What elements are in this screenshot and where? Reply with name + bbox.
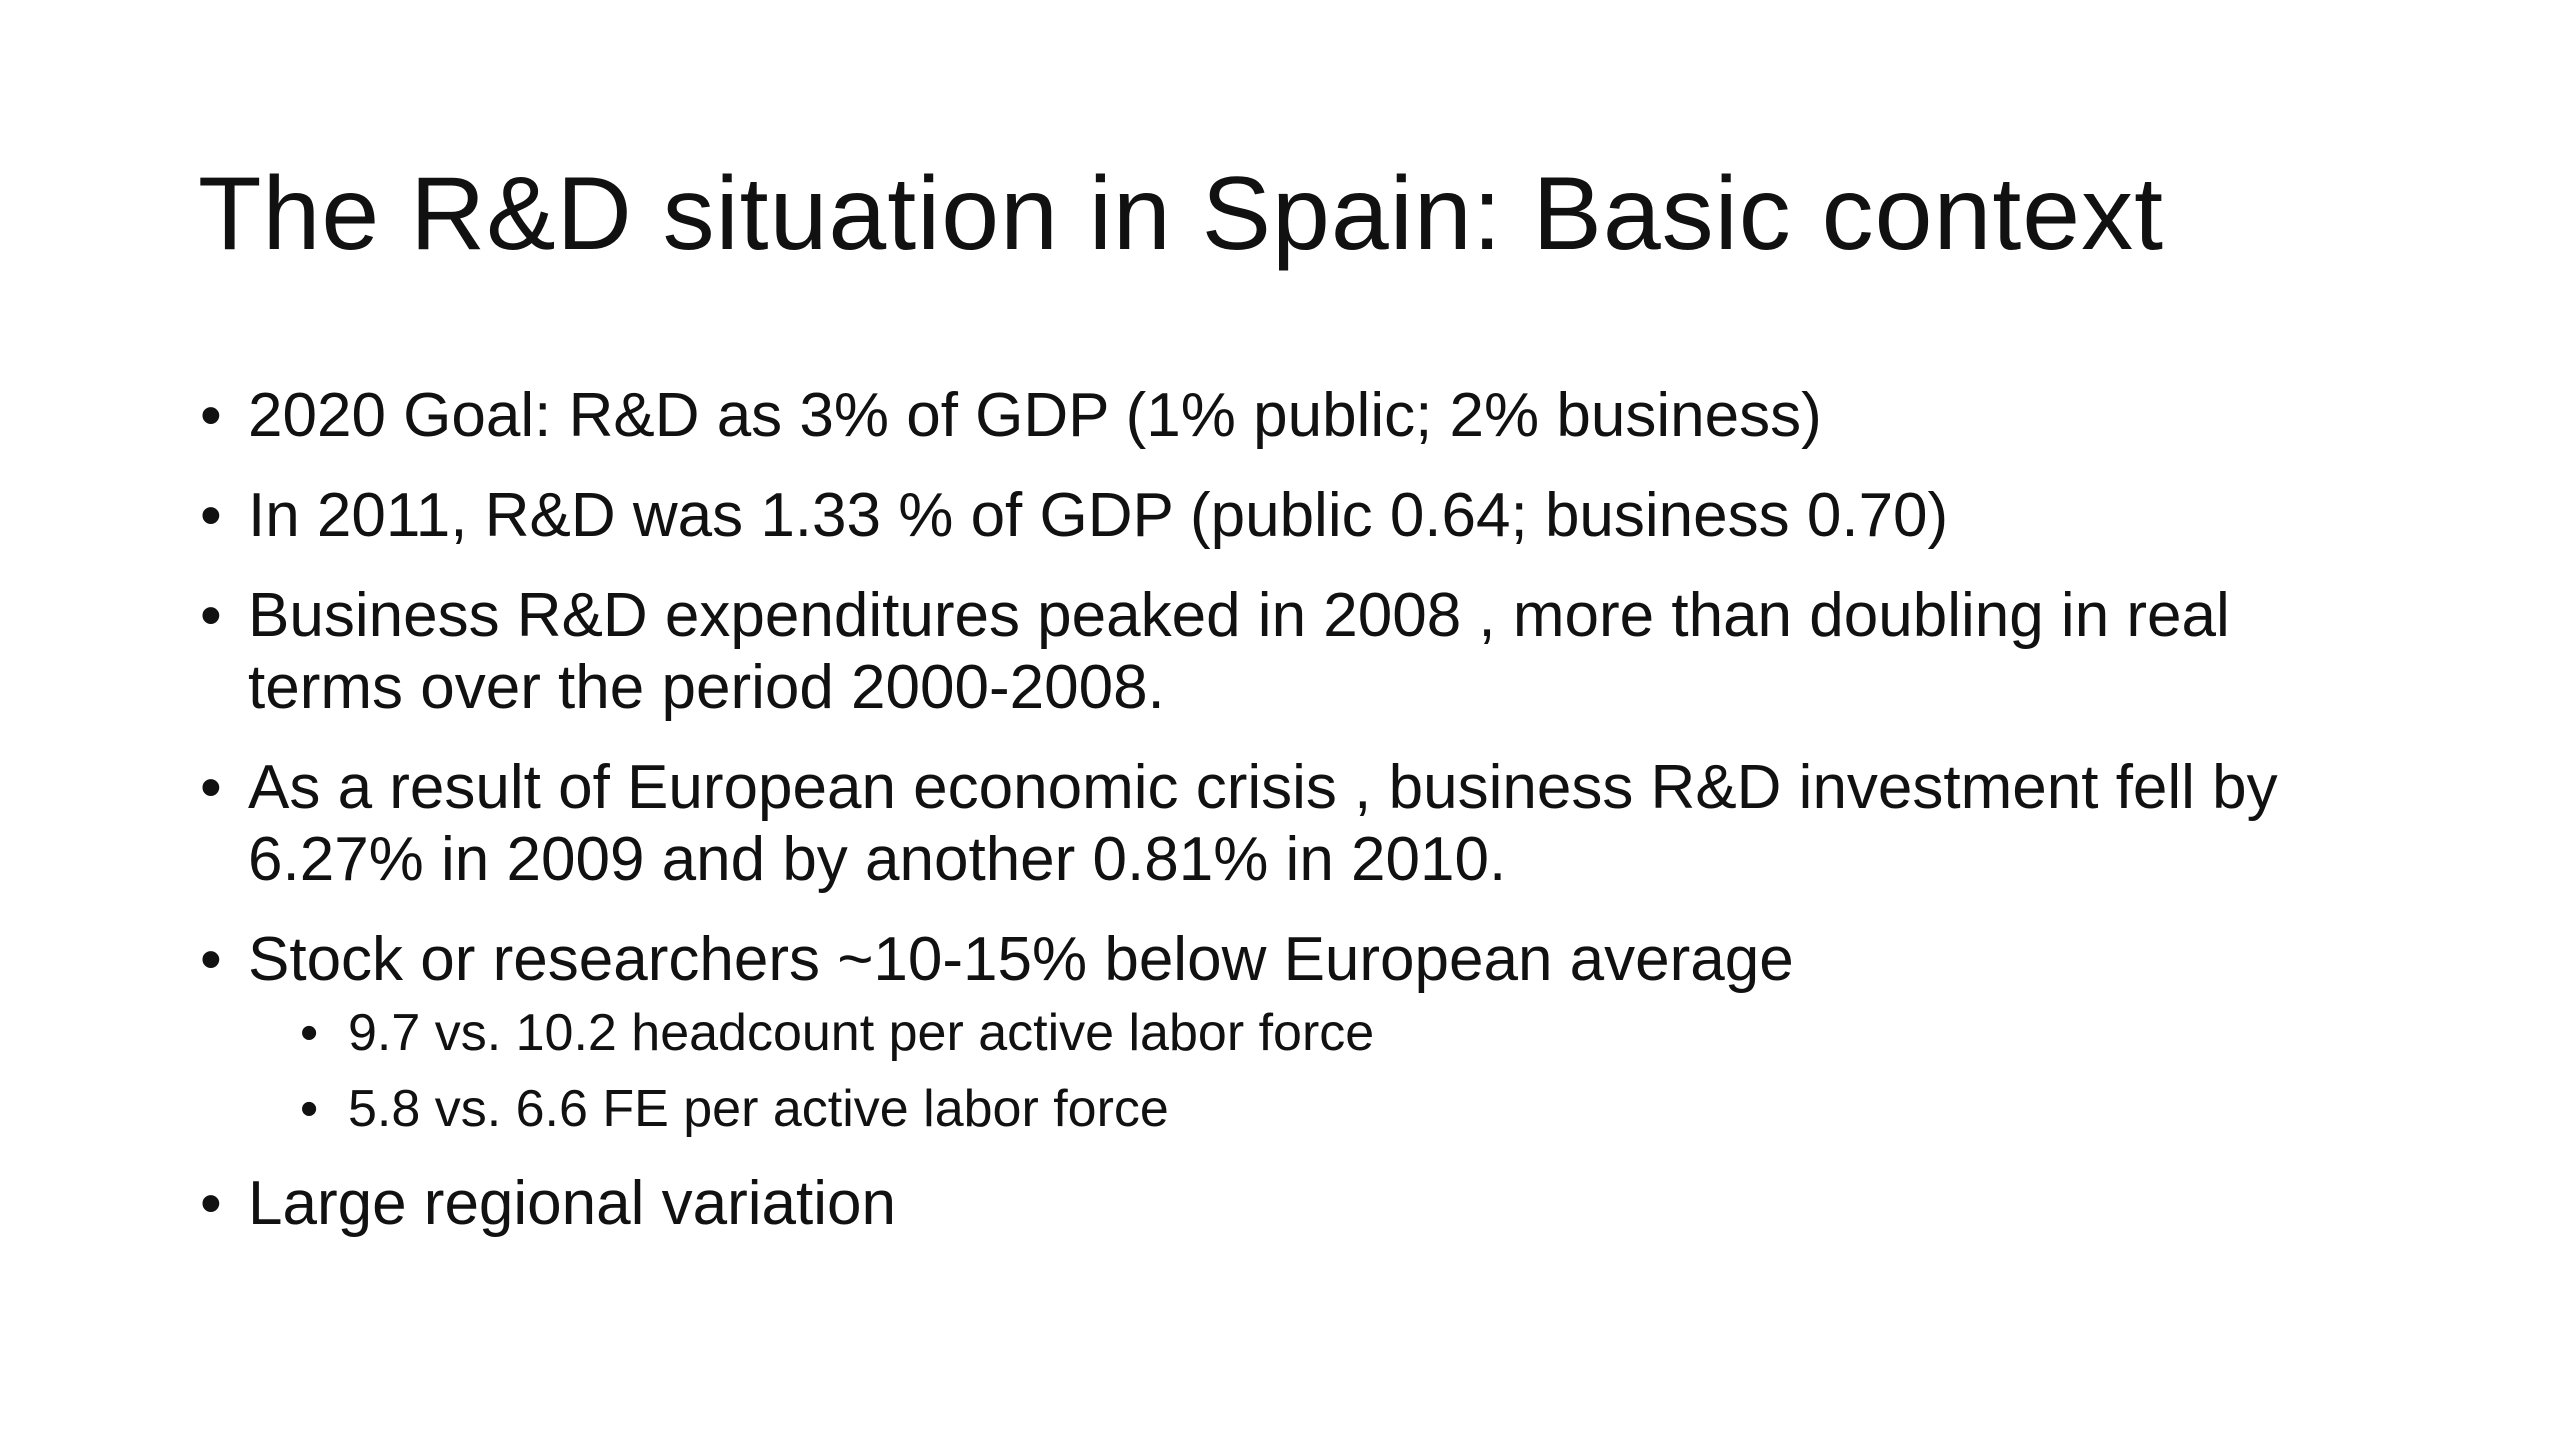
bullet-dot-icon: • xyxy=(200,925,222,994)
sub-bullet-dot-icon: • xyxy=(300,1004,319,1062)
sub-bullet-item: • 9.7 vs. 10.2 headcount per active labo… xyxy=(248,1002,2398,1064)
bullet-dot-icon: • xyxy=(200,481,222,550)
bullet-item: • 2020 Goal: R&D as 3% of GDP (1% public… xyxy=(198,380,2398,452)
bullet-dot-icon: • xyxy=(200,381,222,450)
slide-title: The R&D situation in Spain: Basic contex… xyxy=(198,156,2164,272)
sub-bullet-text: 5.8 vs. 6.6 FE per active labor force xyxy=(348,1080,1169,1138)
bullet-item: • As a result of European economic crisi… xyxy=(198,752,2398,896)
sub-bullet-list: • 9.7 vs. 10.2 headcount per active labo… xyxy=(248,1002,2398,1140)
bullet-item: • Stock or researchers ~10-15% below Eur… xyxy=(198,924,2398,1140)
sub-bullet-dot-icon: • xyxy=(300,1080,319,1138)
bullet-text: Stock or researchers ~10-15% below Europ… xyxy=(248,925,1794,994)
bullet-dot-icon: • xyxy=(200,753,222,822)
bullet-dot-icon: • xyxy=(200,1169,222,1238)
bullet-item: • Business R&D expenditures peaked in 20… xyxy=(198,580,2398,724)
bullet-text: 2020 Goal: R&D as 3% of GDP (1% public; … xyxy=(248,381,1822,450)
sub-bullet-text: 9.7 vs. 10.2 headcount per active labor … xyxy=(348,1004,1375,1062)
bullet-item: • Large regional variation xyxy=(198,1168,2398,1240)
bullet-text: As a result of European economic crisis … xyxy=(248,753,2278,894)
bullet-text: Business R&D expenditures peaked in 2008… xyxy=(248,581,2230,722)
bullet-dot-icon: • xyxy=(200,581,222,650)
sub-bullet-item: • 5.8 vs. 6.6 FE per active labor force xyxy=(248,1078,2398,1140)
bullet-text: In 2011, R&D was 1.33 % of GDP (public 0… xyxy=(248,481,1949,550)
bullet-list: • 2020 Goal: R&D as 3% of GDP (1% public… xyxy=(198,380,2398,1268)
bullet-item: • In 2011, R&D was 1.33 % of GDP (public… xyxy=(198,480,2398,552)
bullet-text: Large regional variation xyxy=(248,1169,896,1238)
